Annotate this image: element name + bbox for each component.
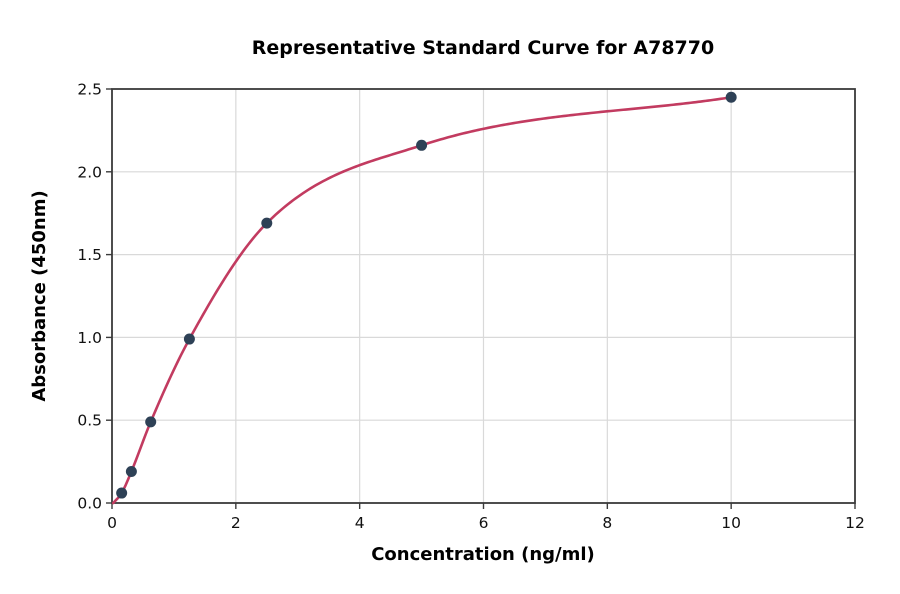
- x-tick-label: 0: [107, 514, 117, 532]
- data-point: [116, 487, 128, 499]
- y-tick-labels: 0.0 0.5 1.0 1.5 2.0 2.5: [77, 81, 102, 513]
- y-tick-label: 1.5: [77, 246, 102, 264]
- y-tick-label: 2.0: [77, 163, 102, 181]
- axis-ticks: [106, 88, 856, 509]
- x-tick-labels: 0 2 4 6 8 10 12: [107, 514, 865, 532]
- gridlines: [112, 89, 855, 503]
- y-tick-label: 1.0: [77, 329, 102, 347]
- x-tick-label: 8: [602, 514, 612, 532]
- y-tick-label: 2.5: [77, 81, 102, 99]
- x-axis-label: Concentration (ng/ml): [371, 544, 595, 565]
- y-tick-label: 0.0: [77, 495, 102, 513]
- x-tick-label: 12: [845, 514, 865, 532]
- data-point: [725, 91, 737, 103]
- y-tick-label: 0.5: [77, 412, 102, 430]
- data-point: [261, 217, 273, 229]
- x-tick-label: 2: [231, 514, 241, 532]
- data-points: [116, 91, 737, 499]
- data-point: [183, 333, 195, 345]
- data-point: [125, 466, 137, 478]
- x-tick-label: 10: [721, 514, 741, 532]
- x-tick-label: 6: [479, 514, 489, 532]
- data-point: [416, 139, 428, 151]
- plot-frame: [111, 88, 856, 504]
- chart-title: Representative Standard Curve for A78770: [252, 37, 714, 59]
- x-tick-label: 4: [355, 514, 365, 532]
- data-point: [145, 416, 157, 428]
- fit-curve: [111, 96, 733, 505]
- y-axis-label: Absorbance (450nm): [29, 190, 50, 401]
